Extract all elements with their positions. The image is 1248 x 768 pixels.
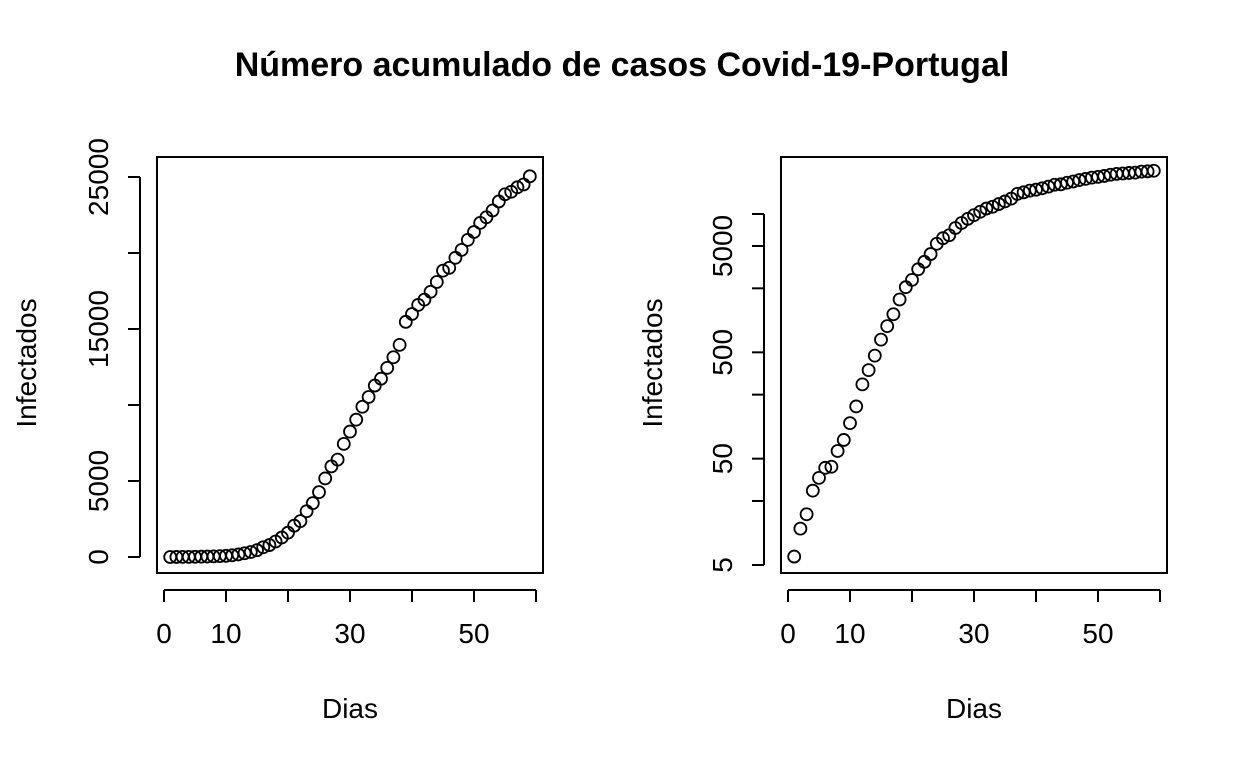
- data-point: [380, 360, 395, 375]
- chart-panel-1: 0 10 30 50 0 5000 15000 25000 Dias Infectados: [11, 138, 544, 724]
- data-point: [336, 436, 351, 451]
- data-point: [849, 399, 864, 414]
- data-point: [305, 496, 320, 511]
- x-tick-label: 10: [834, 618, 865, 649]
- data-point: [355, 399, 370, 414]
- data-point: [386, 350, 401, 365]
- plot-box: [156, 156, 544, 574]
- data-point: [398, 314, 413, 329]
- data-point: [812, 470, 826, 485]
- data-point: [318, 471, 333, 486]
- x-axis-label: Dias: [322, 693, 378, 724]
- data-point: [423, 284, 438, 299]
- data-point: [991, 197, 1006, 211]
- data-point: [498, 187, 512, 202]
- y-tick-label: 5: [707, 557, 738, 573]
- data-point: [293, 514, 308, 528]
- data-point: [843, 416, 857, 431]
- y-axis-label: Infectados: [637, 298, 668, 427]
- data-point: [886, 307, 901, 322]
- data-point: [436, 263, 450, 278]
- data-point: [985, 199, 1000, 214]
- y-tick-label: 0: [83, 549, 114, 565]
- data-point: [250, 543, 264, 558]
- chart-panel-2: 0 10 30 50 5 50 500 5000 Dias Infectados: [637, 156, 1168, 724]
- data-point: [299, 504, 314, 519]
- y-tick-label: 500: [707, 329, 738, 376]
- y-tick-label: 50: [707, 443, 738, 474]
- data-point: [911, 262, 926, 277]
- data-point: [836, 433, 851, 447]
- data-point: [243, 545, 258, 559]
- y-tick-label: 5000: [707, 215, 738, 277]
- data-point: [1029, 182, 1043, 197]
- data-point: [442, 260, 457, 275]
- y-tick-label: 15000: [83, 290, 114, 368]
- data-point: [824, 459, 839, 474]
- chart-title: Número acumulado de casos Covid-19-Portu…: [235, 46, 1010, 84]
- data-point: [917, 254, 932, 269]
- data-point: [898, 280, 913, 295]
- data-point: [349, 412, 364, 427]
- data-point: [256, 540, 271, 555]
- data-point: [1016, 185, 1031, 200]
- data-point: [1010, 186, 1025, 201]
- x-tick-label: 10: [210, 618, 241, 649]
- x-tick-label: 50: [458, 618, 489, 649]
- data-point: [361, 390, 376, 404]
- data-point: [861, 363, 876, 378]
- data-point: [374, 371, 388, 386]
- data-point: [522, 169, 537, 184]
- x-axis-label: Dias: [946, 693, 1002, 724]
- x-tick-label: 50: [1082, 618, 1113, 649]
- data-point: [1140, 164, 1155, 179]
- data-point: [793, 521, 808, 536]
- data-point: [1146, 163, 1161, 178]
- data-point: [467, 225, 481, 239]
- data-point: [787, 549, 802, 564]
- data-point: [1066, 174, 1081, 189]
- data-point: [392, 337, 407, 352]
- x-tick-label: 30: [334, 618, 365, 649]
- data-point: [799, 507, 814, 522]
- data-point: [1060, 175, 1074, 190]
- data-point: [923, 247, 938, 261]
- data-point: [805, 483, 820, 498]
- data-point: [343, 424, 357, 439]
- data-point: [405, 307, 419, 321]
- data-point: [237, 546, 252, 561]
- data-point: [429, 275, 444, 289]
- plot-box: [780, 156, 1168, 574]
- data-point: [855, 377, 870, 392]
- data-point: [874, 332, 888, 347]
- data-point: [1053, 177, 1068, 192]
- data-point: [460, 232, 475, 247]
- x-tick-label: 0: [780, 618, 796, 649]
- data-point: [454, 242, 469, 257]
- data-point: [830, 444, 845, 458]
- data-point: [998, 194, 1012, 209]
- data-point: [330, 452, 345, 467]
- data-point: [979, 201, 994, 216]
- data-point: [510, 180, 525, 195]
- x-tick-label: 0: [156, 618, 172, 649]
- data-point: [485, 203, 500, 218]
- y-tick-label: 5000: [83, 450, 114, 512]
- data-point: [818, 460, 833, 475]
- data-point: [892, 292, 907, 307]
- data-point: [312, 485, 326, 500]
- data-point: [936, 231, 950, 246]
- y-tick-label: 25000: [83, 138, 114, 216]
- data-point: [1035, 181, 1050, 196]
- data-point: [448, 250, 463, 265]
- y-axis-label: Infectados: [11, 298, 42, 427]
- data-point: [905, 273, 919, 287]
- data-point: [880, 319, 895, 334]
- x-tick-label: 30: [958, 618, 989, 649]
- data-point: [867, 348, 882, 363]
